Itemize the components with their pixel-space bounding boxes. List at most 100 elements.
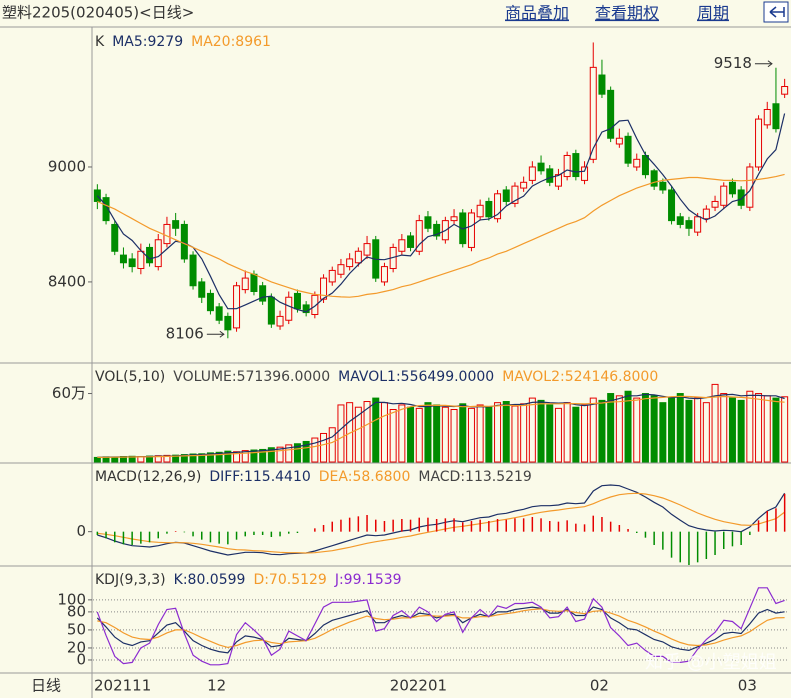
y-tick-label: 8400: [48, 272, 86, 290]
volume-bar: [215, 451, 223, 463]
volume-bar: [111, 456, 119, 463]
y-tick-label: 60万: [52, 384, 86, 402]
volume-bar: [528, 397, 536, 463]
volume-bar: [537, 399, 545, 463]
candle-body: [554, 174, 562, 187]
candle-body: [720, 185, 728, 206]
candle-body: [137, 250, 145, 270]
volume-bar: [163, 454, 171, 463]
volume-bar: [520, 403, 528, 463]
volume-bar: [285, 444, 293, 463]
candle-body: [511, 185, 519, 204]
y-tick-label: 0: [76, 522, 86, 540]
back-button[interactable]: [763, 1, 789, 23]
volume-bar: [746, 390, 754, 463]
volume-bar: [363, 401, 371, 463]
volume-bar: [259, 448, 267, 463]
extreme-label: 8106: [166, 325, 204, 343]
x-tick-label: 202111: [94, 677, 151, 695]
candle-body: [259, 285, 267, 302]
volume-bar: [93, 456, 101, 463]
candle-body: [128, 258, 136, 268]
candle-body: [224, 315, 232, 331]
volume-bar: [302, 440, 310, 463]
candle-body: [737, 189, 745, 206]
candle-body: [702, 208, 710, 220]
legend-entry: DIFF:115.4410: [209, 469, 310, 485]
candle-body: [755, 118, 763, 168]
volume-bar: [763, 395, 771, 463]
panel-title: KDJ(9,3,3): [95, 572, 166, 588]
link[interactable]: 查看期权: [595, 4, 659, 23]
arrow-head: [219, 330, 225, 338]
candle-body: [467, 212, 475, 248]
x-tick-label: 202201: [390, 677, 447, 695]
extreme-label: 9518: [714, 54, 752, 72]
candle-body: [380, 266, 388, 283]
arrow-head: [767, 60, 773, 68]
volume-bar: [607, 393, 615, 463]
volume-bar: [372, 397, 380, 463]
panel-title: VOL(5,10): [95, 369, 165, 385]
candle-body: [311, 294, 319, 315]
legend-entry: VOLUME:571396.0000: [173, 369, 330, 385]
volume-bar: [389, 409, 397, 463]
indicator-line: [97, 395, 785, 458]
candle-body: [241, 277, 249, 291]
candle-body: [398, 239, 406, 252]
indicator-line: [96, 113, 786, 313]
candle-body: [763, 109, 771, 126]
candle-body: [415, 220, 423, 252]
volume-bar: [276, 446, 284, 463]
volume-bar: [511, 405, 519, 463]
candle-body: [320, 277, 328, 300]
candle-body: [450, 216, 458, 222]
candle-body: [650, 170, 658, 187]
volume-bar: [328, 427, 336, 463]
candle-body: [337, 264, 345, 275]
x-tick-label: 02: [590, 677, 609, 695]
link[interactable]: 周期: [697, 4, 729, 23]
candle-body: [433, 223, 441, 237]
volume-bar: [720, 393, 728, 463]
frame: [0, 26, 791, 698]
indicator-line: [96, 587, 785, 666]
volume-bar: [267, 447, 275, 463]
volume-bar: [189, 453, 197, 463]
candle-body: [746, 166, 754, 208]
candle-body: [102, 197, 110, 222]
volume-bar: [433, 404, 441, 463]
candle-body: [424, 216, 432, 229]
legend-entry: MA5:9279: [112, 34, 183, 50]
candle-body: [528, 166, 536, 181]
candle-body: [694, 216, 702, 233]
volume-bar: [737, 399, 745, 463]
candle-body: [659, 181, 667, 191]
panel-title: MACD(12,26,9): [95, 469, 201, 485]
volume-bar: [415, 407, 423, 463]
volume-bar: [711, 383, 719, 463]
volume-bar: [728, 397, 736, 463]
legend-entry: J:99.1539: [334, 572, 402, 588]
indicator-line: [97, 492, 785, 554]
indicator-line: [97, 173, 785, 298]
volume-bar: [702, 402, 710, 463]
legend-entry: MAVOL1:556499.0000: [338, 369, 494, 385]
candle-body: [267, 296, 275, 325]
volume-bar: [467, 407, 475, 463]
candle-body: [215, 306, 223, 321]
y-tick-label: 9000: [48, 157, 86, 175]
volume-bar: [424, 402, 432, 463]
volume-bar: [233, 451, 241, 463]
candle-body: [407, 235, 415, 248]
legend-entry: MA20:8961: [191, 34, 271, 50]
candle-body: [354, 250, 362, 264]
x-tick-label: 12: [207, 677, 226, 695]
candle-body: [111, 223, 119, 252]
candle-body: [615, 137, 623, 145]
candle-body: [180, 223, 188, 260]
legend-entry: MACD:113.5219: [418, 469, 531, 485]
volume-bar: [554, 407, 562, 463]
link[interactable]: 商品叠加: [505, 4, 569, 23]
